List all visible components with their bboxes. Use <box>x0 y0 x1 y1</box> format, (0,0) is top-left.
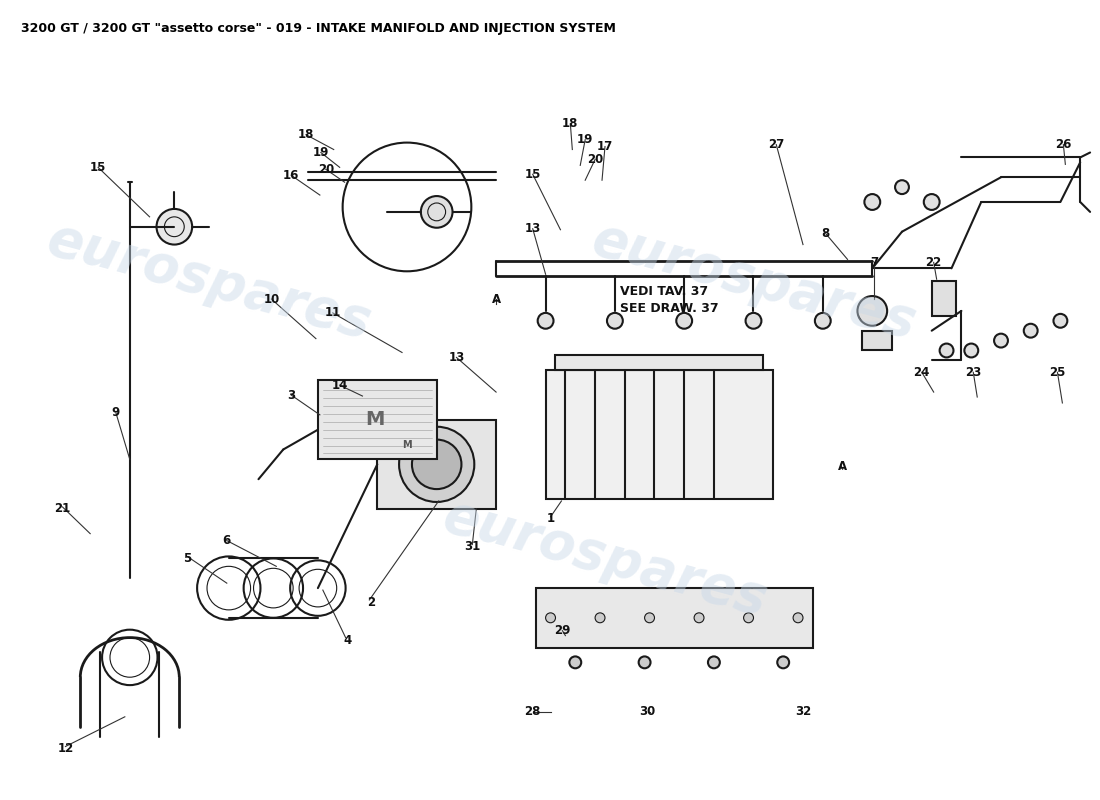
Circle shape <box>156 209 192 245</box>
Circle shape <box>645 613 654 622</box>
Text: 4: 4 <box>343 634 352 647</box>
Circle shape <box>708 657 719 668</box>
Text: 13: 13 <box>449 351 464 364</box>
Circle shape <box>994 334 1008 347</box>
Circle shape <box>639 657 650 668</box>
Circle shape <box>1054 314 1067 328</box>
Text: 29: 29 <box>554 624 571 637</box>
Circle shape <box>895 180 909 194</box>
Circle shape <box>924 194 939 210</box>
Text: 14: 14 <box>331 378 348 392</box>
Text: A: A <box>838 460 847 473</box>
Text: 9: 9 <box>112 406 120 419</box>
Text: 28: 28 <box>525 706 541 718</box>
Circle shape <box>694 613 704 622</box>
Text: 20: 20 <box>587 153 603 166</box>
Text: 15: 15 <box>525 168 541 181</box>
Bar <box>556 355 763 370</box>
Text: 18: 18 <box>298 128 315 141</box>
Bar <box>536 588 813 647</box>
Text: eurospares: eurospares <box>438 490 772 626</box>
Text: 6: 6 <box>222 534 231 547</box>
Circle shape <box>595 613 605 622</box>
Circle shape <box>815 313 830 329</box>
Text: 8: 8 <box>822 227 829 240</box>
Bar <box>546 370 773 499</box>
Circle shape <box>857 296 887 326</box>
Circle shape <box>607 313 623 329</box>
Text: 22: 22 <box>925 256 942 269</box>
Circle shape <box>939 343 954 358</box>
Circle shape <box>865 194 880 210</box>
Circle shape <box>746 313 761 329</box>
Text: 17: 17 <box>597 140 613 153</box>
Text: VEDI TAV. 37: VEDI TAV. 37 <box>619 285 708 298</box>
Circle shape <box>411 440 461 489</box>
Text: M: M <box>403 439 411 450</box>
Text: 26: 26 <box>1055 138 1071 151</box>
Text: 2: 2 <box>367 597 375 610</box>
Circle shape <box>778 657 789 668</box>
Text: 25: 25 <box>1049 366 1066 378</box>
Text: 20: 20 <box>318 163 334 176</box>
Text: 12: 12 <box>57 742 74 755</box>
Circle shape <box>676 313 692 329</box>
Circle shape <box>546 613 556 622</box>
Bar <box>932 281 956 316</box>
Circle shape <box>793 613 803 622</box>
Text: eurospares: eurospares <box>42 213 376 350</box>
Text: 5: 5 <box>183 552 191 565</box>
Bar <box>377 420 496 509</box>
Text: 24: 24 <box>914 366 929 378</box>
Text: 11: 11 <box>324 306 341 319</box>
Text: A: A <box>492 293 500 306</box>
Text: eurospares: eurospares <box>586 213 921 350</box>
Text: 19: 19 <box>312 146 329 159</box>
Circle shape <box>744 613 754 622</box>
Circle shape <box>399 426 474 502</box>
Text: 7: 7 <box>870 256 878 269</box>
Bar <box>318 380 437 459</box>
Text: 3200 GT / 3200 GT "assetto corse" - 019 - INTAKE MANIFOLD AND INJECTION SYSTEM: 3200 GT / 3200 GT "assetto corse" - 019 … <box>21 22 616 35</box>
Circle shape <box>1024 324 1037 338</box>
Text: 32: 32 <box>795 706 811 718</box>
Text: 13: 13 <box>525 222 541 235</box>
Text: 23: 23 <box>965 366 981 378</box>
Text: 16: 16 <box>283 169 299 182</box>
Text: 10: 10 <box>263 293 279 306</box>
Circle shape <box>965 343 978 358</box>
Circle shape <box>421 196 452 228</box>
Circle shape <box>538 313 553 329</box>
Text: SEE DRAW. 37: SEE DRAW. 37 <box>619 302 718 315</box>
Text: 27: 27 <box>768 138 784 151</box>
Text: 30: 30 <box>639 706 656 718</box>
Text: 1: 1 <box>547 512 554 526</box>
Text: 19: 19 <box>578 133 593 146</box>
Text: 31: 31 <box>464 540 481 553</box>
Text: 15: 15 <box>90 161 107 174</box>
Text: M: M <box>365 410 385 430</box>
Text: 3: 3 <box>287 389 295 402</box>
Circle shape <box>570 657 581 668</box>
Text: 18: 18 <box>562 118 579 130</box>
Text: 21: 21 <box>54 502 70 515</box>
Bar <box>862 330 892 350</box>
